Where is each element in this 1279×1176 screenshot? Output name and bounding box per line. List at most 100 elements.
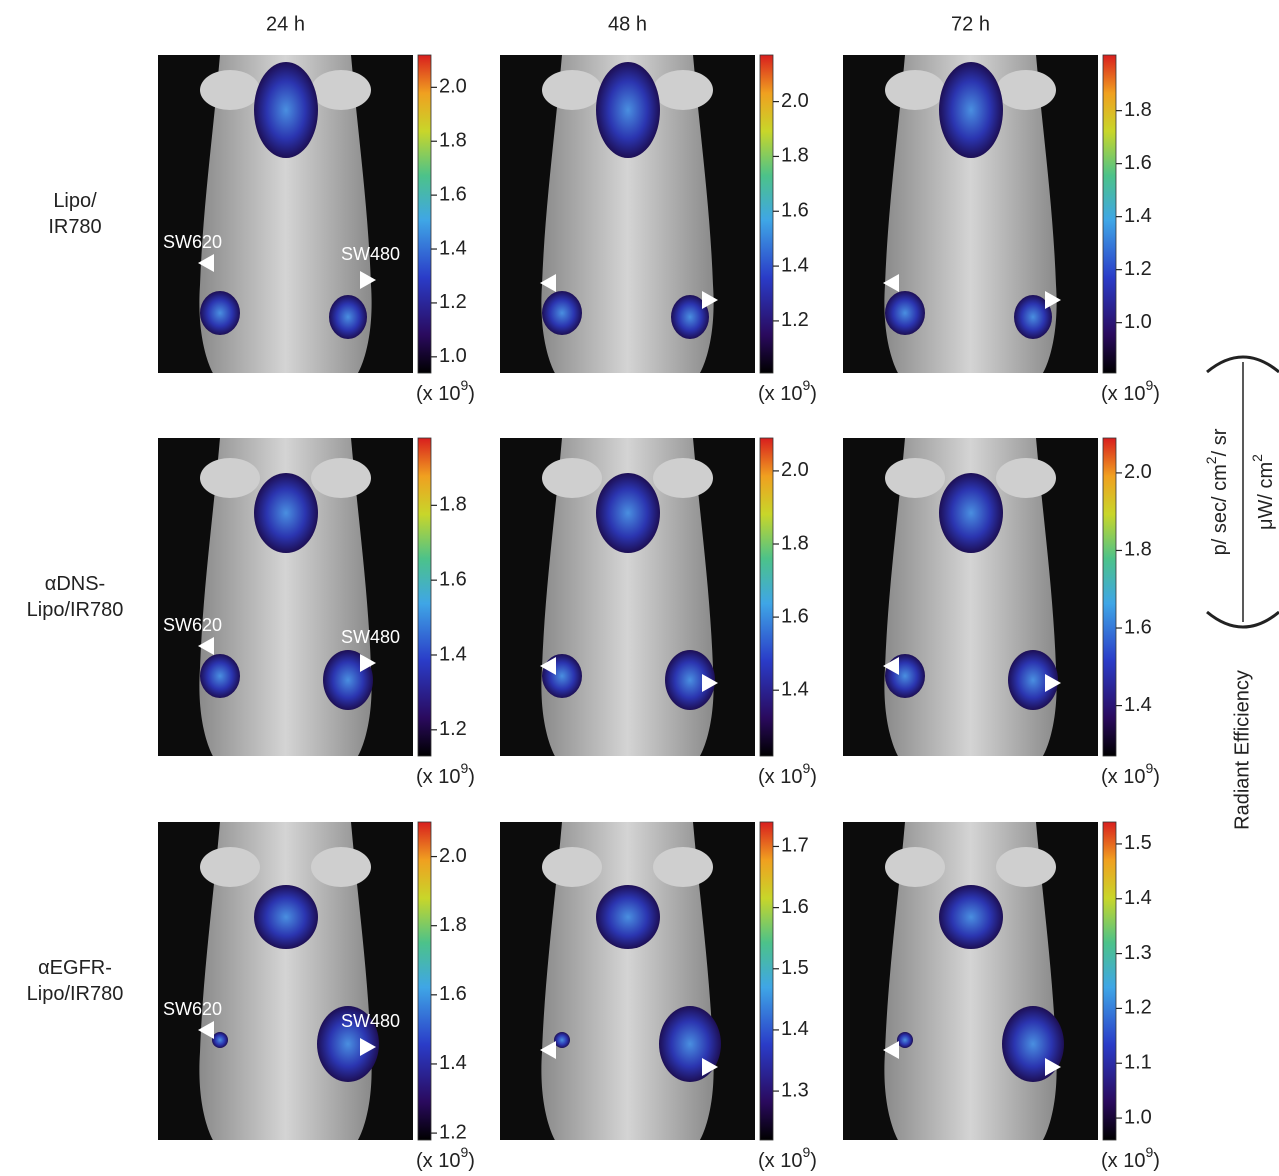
unit-part: μW/ cm bbox=[1255, 462, 1277, 530]
image-panel bbox=[843, 55, 1098, 373]
signal-head bbox=[596, 885, 660, 949]
mouse-paw bbox=[200, 458, 260, 498]
multiplier-exponent: 9 bbox=[802, 760, 810, 776]
signal-tumor bbox=[542, 654, 582, 698]
multiplier-base: (x 10 bbox=[416, 766, 460, 788]
colorbar-tick-label: 1.6 bbox=[781, 200, 809, 222]
multiplier-close: ) bbox=[1153, 766, 1160, 788]
multiplier-base: (x 10 bbox=[758, 766, 802, 788]
signal-tumor bbox=[885, 291, 925, 335]
multiplier-base: (x 10 bbox=[758, 1150, 802, 1172]
signal-tumor bbox=[200, 291, 240, 335]
colorbar-tick-label: 1.8 bbox=[1124, 99, 1152, 121]
signal-head bbox=[254, 885, 318, 949]
row-label: αEGFR- Lipo/IR780 bbox=[27, 957, 124, 1005]
signal-head bbox=[939, 885, 1003, 949]
colorbar-tick-label: 1.3 bbox=[1124, 942, 1152, 964]
multiplier-close: ) bbox=[810, 383, 817, 405]
mouse-paw bbox=[542, 847, 602, 887]
colorbar-tick-label: 1.4 bbox=[1124, 205, 1152, 227]
unit-exponent: 2 bbox=[1249, 454, 1265, 462]
multiplier-exponent: 9 bbox=[1145, 377, 1153, 393]
colorbar-tick-label: 1.6 bbox=[1124, 616, 1152, 638]
row-label: αDNS-Lipo/IR780 bbox=[27, 573, 124, 621]
colorbar-tick-label: 1.8 bbox=[781, 532, 809, 554]
colorbar-tick-label: 1.4 bbox=[1124, 694, 1152, 716]
mouse-paw bbox=[311, 847, 371, 887]
colorbar-tick-label: 1.2 bbox=[1124, 997, 1152, 1019]
colorbar-tick-label: 1.2 bbox=[439, 291, 467, 313]
colorbar-unit-denominator: μW/ cm2 bbox=[1249, 454, 1278, 530]
image-panel bbox=[500, 822, 755, 1140]
colorbar-tick-label: 1.6 bbox=[781, 896, 809, 918]
signal-tumor bbox=[542, 291, 582, 335]
mouse-paw bbox=[885, 70, 945, 110]
image-panel: SW620 SW480 bbox=[158, 438, 413, 756]
signal-head bbox=[596, 62, 660, 158]
colorbar-multiplier: (x 109) bbox=[758, 377, 817, 406]
colorbar bbox=[418, 822, 431, 1140]
mouse-paw bbox=[653, 847, 713, 887]
colorbar-label: p/ sec/ cm2/ sr μW/ cm2 Radiant Efficiency bbox=[1203, 357, 1279, 830]
colorbar-title: Radiant Efficiency bbox=[1231, 670, 1253, 830]
annotation: SW480 bbox=[341, 627, 400, 647]
colorbar-tick-label: 2.0 bbox=[781, 459, 809, 481]
mouse-paw bbox=[885, 458, 945, 498]
mouse-paw bbox=[200, 847, 260, 887]
colorbar-tick-label: 1.6 bbox=[781, 605, 809, 627]
colorbar-tick-label: 1.4 bbox=[781, 678, 809, 700]
colorbar-unit-numerator: p/ sec/ cm2/ sr bbox=[1203, 428, 1232, 555]
row-label-line: Lipo/ bbox=[53, 190, 97, 212]
signal-tumor bbox=[554, 1032, 570, 1048]
colorbar-multiplier: (x 109) bbox=[416, 1144, 475, 1173]
image-panel bbox=[843, 822, 1098, 1140]
mouse-paw bbox=[996, 847, 1056, 887]
signal-head bbox=[254, 62, 318, 158]
multiplier-exponent: 9 bbox=[1145, 760, 1153, 776]
multiplier-close: ) bbox=[468, 766, 475, 788]
signal-tumor bbox=[329, 295, 367, 339]
signal-tumor bbox=[1002, 1006, 1064, 1082]
multiplier-close: ) bbox=[468, 383, 475, 405]
mouse-paw bbox=[311, 458, 371, 498]
row-label-line: Lipo/IR780 bbox=[27, 599, 124, 621]
signal-tumor bbox=[885, 654, 925, 698]
image-panel bbox=[500, 55, 755, 373]
colorbar-multiplier: (x 109) bbox=[1101, 760, 1160, 789]
signal-tumor bbox=[897, 1032, 913, 1048]
annotation: SW620 bbox=[163, 615, 222, 635]
colorbar-multiplier: (x 109) bbox=[1101, 1144, 1160, 1173]
multiplier-exponent: 9 bbox=[460, 760, 468, 776]
multiplier-close: ) bbox=[468, 1150, 475, 1172]
colorbar-tick-label: 1.4 bbox=[781, 254, 809, 276]
colorbar-tick-label: 1.2 bbox=[439, 718, 467, 740]
colorbar bbox=[760, 438, 773, 756]
row-label-line: Lipo/IR780 bbox=[27, 983, 124, 1005]
multiplier-base: (x 10 bbox=[416, 1150, 460, 1172]
signal-head bbox=[596, 473, 660, 553]
colorbar-tick-label: 1.6 bbox=[439, 568, 467, 590]
multiplier-close: ) bbox=[810, 766, 817, 788]
colorbar-tick-label: 1.6 bbox=[1124, 152, 1152, 174]
image-panel bbox=[843, 438, 1098, 756]
colorbar-multiplier: (x 109) bbox=[416, 760, 475, 789]
colorbar-tick-label: 1.0 bbox=[1124, 311, 1152, 333]
mouse-paw bbox=[542, 458, 602, 498]
colorbar bbox=[760, 55, 773, 373]
multiplier-exponent: 9 bbox=[1145, 1144, 1153, 1160]
figure: 24 h48 h72 hLipo/IR780SW620SW4801.01.21.… bbox=[0, 0, 1279, 1176]
row-label-line: αEGFR- bbox=[38, 957, 112, 979]
colorbar bbox=[760, 822, 773, 1140]
annotation: SW480 bbox=[341, 244, 400, 264]
colorbar bbox=[1103, 822, 1116, 1140]
column-header: 72 h bbox=[951, 13, 990, 35]
colorbar-tick-label: 1.5 bbox=[1124, 832, 1152, 854]
multiplier-base: (x 10 bbox=[1101, 383, 1145, 405]
mouse-paw bbox=[653, 70, 713, 110]
row-label: Lipo/IR780 bbox=[48, 190, 101, 238]
colorbar-tick-label: 1.6 bbox=[439, 183, 467, 205]
multiplier-base: (x 10 bbox=[1101, 766, 1145, 788]
row-label-line: IR780 bbox=[48, 216, 101, 238]
annotation: SW620 bbox=[163, 999, 222, 1019]
